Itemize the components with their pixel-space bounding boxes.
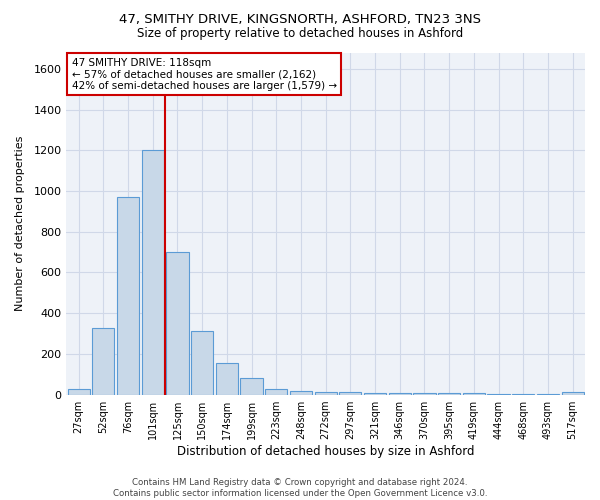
X-axis label: Distribution of detached houses by size in Ashford: Distribution of detached houses by size …: [177, 444, 475, 458]
Text: 47, SMITHY DRIVE, KINGSNORTH, ASHFORD, TN23 3NS: 47, SMITHY DRIVE, KINGSNORTH, ASHFORD, T…: [119, 12, 481, 26]
Bar: [265, 390, 287, 394]
Bar: [562, 392, 584, 394]
Bar: [68, 390, 90, 394]
Bar: [413, 393, 436, 394]
Text: 47 SMITHY DRIVE: 118sqm
← 57% of detached houses are smaller (2,162)
42% of semi: 47 SMITHY DRIVE: 118sqm ← 57% of detache…: [71, 58, 337, 91]
Bar: [290, 391, 312, 394]
Bar: [389, 392, 411, 394]
Bar: [339, 392, 361, 394]
Bar: [364, 392, 386, 394]
Text: Contains HM Land Registry data © Crown copyright and database right 2024.
Contai: Contains HM Land Registry data © Crown c…: [113, 478, 487, 498]
Bar: [191, 332, 213, 394]
Text: Size of property relative to detached houses in Ashford: Size of property relative to detached ho…: [137, 28, 463, 40]
Bar: [241, 378, 263, 394]
Bar: [216, 363, 238, 394]
Bar: [117, 197, 139, 394]
Bar: [142, 150, 164, 394]
Bar: [314, 392, 337, 394]
Bar: [166, 252, 188, 394]
Bar: [92, 328, 115, 394]
Y-axis label: Number of detached properties: Number of detached properties: [15, 136, 25, 311]
